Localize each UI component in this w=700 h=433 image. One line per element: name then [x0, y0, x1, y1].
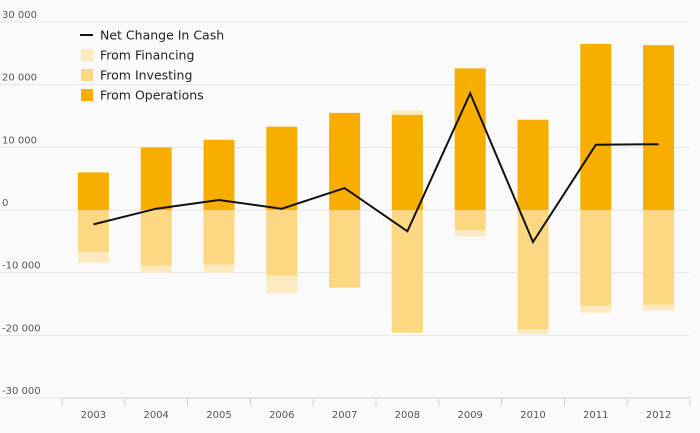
bar-financing — [77, 251, 109, 263]
bar-investing — [203, 210, 235, 265]
bar-operations — [643, 45, 675, 210]
legend-label: From Operations — [100, 88, 204, 103]
bar-financing — [266, 275, 298, 294]
y-tick-label: 10 000 — [2, 135, 37, 146]
bar-financing — [391, 110, 423, 115]
bar-investing — [391, 210, 423, 333]
y-tick-label: -20 000 — [2, 323, 41, 334]
y-tick-label: 20 000 — [2, 73, 37, 84]
x-tick-label: 2009 — [457, 410, 482, 421]
x-axis: 2003 2004 2005 2006 2007 2008 2009 2010 2011 2012 — [61, 397, 691, 421]
bar-operations — [454, 68, 486, 210]
bar-investing — [140, 210, 172, 266]
bar-investing — [266, 210, 298, 276]
bar-operations — [329, 112, 361, 210]
bar-operations — [266, 126, 298, 210]
legend-label: From Financing — [100, 48, 194, 63]
x-tick-label: 2007 — [332, 410, 357, 421]
bar-financing — [643, 304, 675, 311]
bar-investing — [77, 210, 109, 252]
bar-operations — [391, 114, 423, 210]
bar-operations — [517, 119, 549, 210]
legend-swatch — [81, 89, 93, 101]
bar-investing — [643, 210, 675, 305]
bar-financing — [203, 264, 235, 273]
x-tick-label: 2010 — [520, 410, 545, 421]
x-tick-label: 2006 — [269, 410, 294, 421]
y-tick-label: 0 — [2, 198, 8, 209]
x-tick-label: 2003 — [81, 410, 106, 421]
net-change-line-layer — [93, 90, 659, 245]
bar-financing — [580, 305, 612, 313]
x-tick-label: 2011 — [583, 410, 608, 421]
y-tick-label: -10 000 — [2, 261, 41, 272]
bar-investing — [580, 210, 612, 306]
net-change-line — [93, 90, 659, 245]
bars — [77, 43, 675, 335]
legend-label: From Investing — [100, 68, 192, 83]
legend-swatch — [81, 49, 93, 61]
bar-financing — [517, 329, 549, 335]
x-tick-label: 2005 — [206, 410, 231, 421]
x-tick-label: 2012 — [646, 410, 671, 421]
legend: Net Change In Cash From Financing From Inv… — [80, 28, 224, 103]
bar-investing — [329, 210, 361, 288]
y-axis-ticks: -30 000 -20 000 -10 000 0 10 000 20 000 30 000 — [2, 10, 41, 397]
x-tick-label: 2004 — [143, 410, 168, 421]
y-tick-label: -30 000 — [2, 386, 41, 397]
bar-operations — [77, 172, 109, 210]
x-tick-label: 2008 — [395, 410, 420, 421]
legend-swatch — [81, 69, 93, 81]
legend-label: Net Change In Cash — [100, 28, 224, 43]
bar-investing — [517, 210, 549, 330]
bar-operations — [140, 147, 172, 210]
bar-operations — [203, 139, 235, 210]
bar-financing — [140, 265, 172, 273]
bar-operations — [580, 43, 612, 210]
bar-financing — [454, 230, 486, 237]
bar-investing — [454, 210, 486, 231]
y-tick-label: 30 000 — [2, 10, 37, 21]
